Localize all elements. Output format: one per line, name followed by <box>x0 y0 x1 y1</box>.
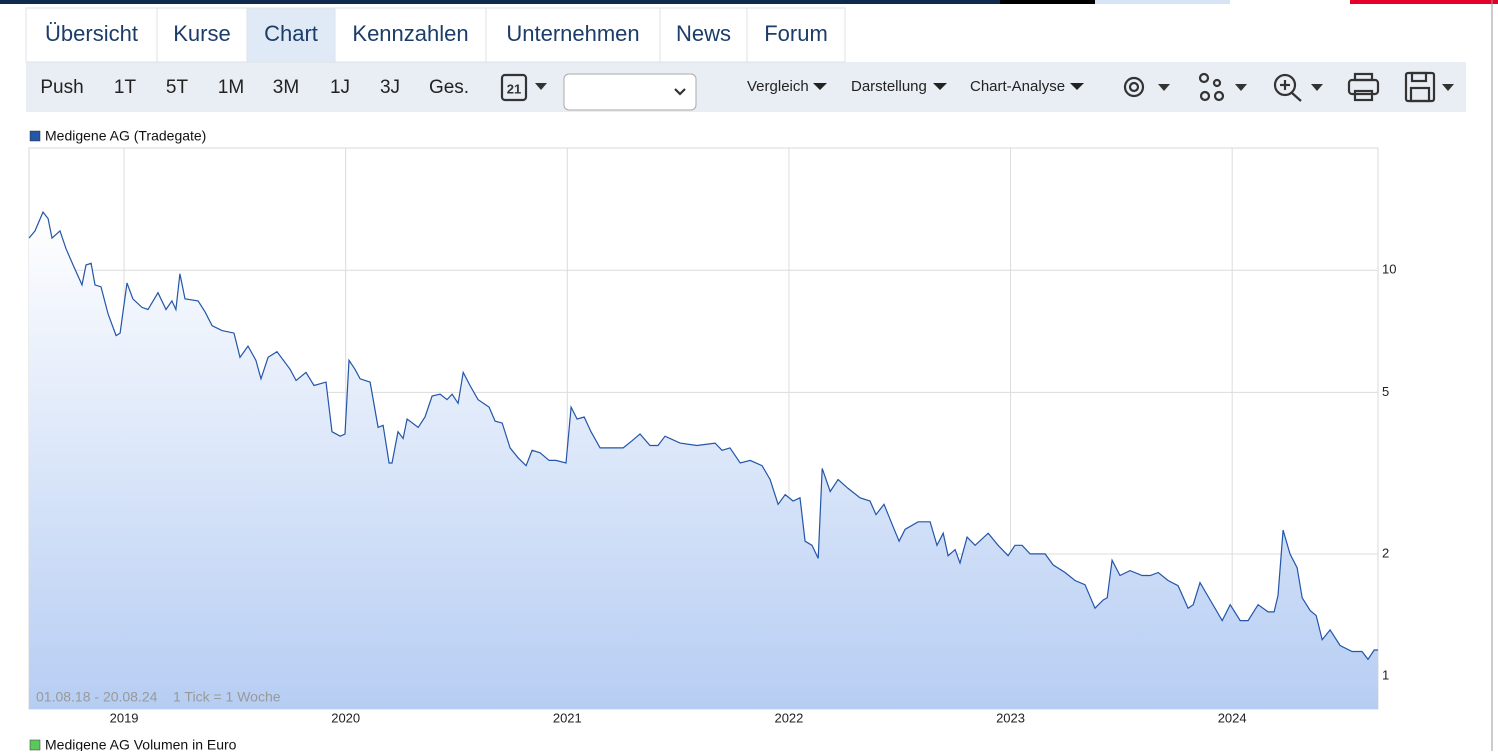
period-button[interactable]: Push <box>40 77 83 98</box>
indicator-icon[interactable] <box>1198 72 1210 84</box>
top-strip <box>0 0 1000 4</box>
calendar-icon[interactable] <box>500 73 528 102</box>
x-tick-label: 2022 <box>774 710 803 725</box>
line <box>28 210 1378 661</box>
menu-arrow <box>933 83 947 90</box>
tab-label[interactable]: Übersicht <box>45 21 138 46</box>
tab-label[interactable]: News <box>676 21 731 46</box>
x-tick-label: 2023 <box>996 710 1025 725</box>
y-tick-label: 10 <box>1382 262 1396 277</box>
settings-icon[interactable] <box>1123 76 1145 98</box>
zoom-icon[interactable] <box>1273 73 1297 97</box>
y-tick-label: 2 <box>1382 545 1389 560</box>
tab-label[interactable]: Unternehmen <box>506 21 639 46</box>
area <box>29 212 1378 709</box>
period-button[interactable]: Ges. <box>429 77 469 98</box>
tab[interactable] <box>659 7 748 63</box>
menu-button[interactable]: Vergleich <box>747 78 809 95</box>
tab-label[interactable]: Kennzahlen <box>352 21 468 46</box>
tick-note: 1 Tick = 1 Woche <box>173 689 281 705</box>
menu-arrow <box>813 83 827 90</box>
tab[interactable] <box>334 7 487 63</box>
legend-swatch <box>29 130 41 142</box>
range-note: 01.08.18 - 20.08.24 <box>36 689 158 705</box>
menu-arrow <box>1070 83 1084 90</box>
x-tick-label: 2019 <box>110 710 139 725</box>
x-tick-label: 2020 <box>331 710 360 725</box>
top-strip <box>1000 0 1095 4</box>
x-tick-label: 2024 <box>1218 710 1247 725</box>
tab-label[interactable]: Chart <box>264 21 318 46</box>
period-button[interactable]: 1J <box>330 77 350 98</box>
tab-label[interactable]: Kurse <box>173 21 230 46</box>
top-strip <box>1095 0 1230 4</box>
tab[interactable] <box>25 7 158 63</box>
tab[interactable] <box>156 7 248 63</box>
chart: 2019 2020 2021 2022 2023 2024 1 2 5 10 Medigene AG… <box>28 128 1396 753</box>
toolbar <box>26 62 1466 112</box>
tab-label[interactable]: Forum <box>764 21 828 46</box>
icons <box>500 71 1454 111</box>
tab[interactable] <box>246 7 336 63</box>
menu-button[interactable]: Darstellung <box>851 78 927 95</box>
period-button[interactable]: 1T <box>114 77 137 98</box>
legend-label: Medigene AG Volumen in Euro <box>45 737 237 751</box>
period-button[interactable]: 1M <box>218 77 244 98</box>
legend-label: Medigene AG (Tradegate) <box>45 128 206 144</box>
period-button[interactable]: 3J <box>380 77 400 98</box>
x-tick-label: 2021 <box>553 710 582 725</box>
y-tick-label: 5 <box>1382 384 1389 399</box>
period-button[interactable]: 5T <box>166 77 189 98</box>
exchange-select[interactable] <box>563 73 697 111</box>
y-tick-label: 1 <box>1382 668 1389 683</box>
top-strip <box>1350 0 1498 4</box>
period-button[interactable]: 3M <box>273 77 299 98</box>
legend-swatch <box>29 739 41 751</box>
calendar-day: 21 <box>507 81 521 96</box>
menu-button[interactable]: Chart-Analyse <box>970 78 1065 95</box>
tab[interactable] <box>485 7 661 63</box>
tab[interactable] <box>746 7 846 63</box>
